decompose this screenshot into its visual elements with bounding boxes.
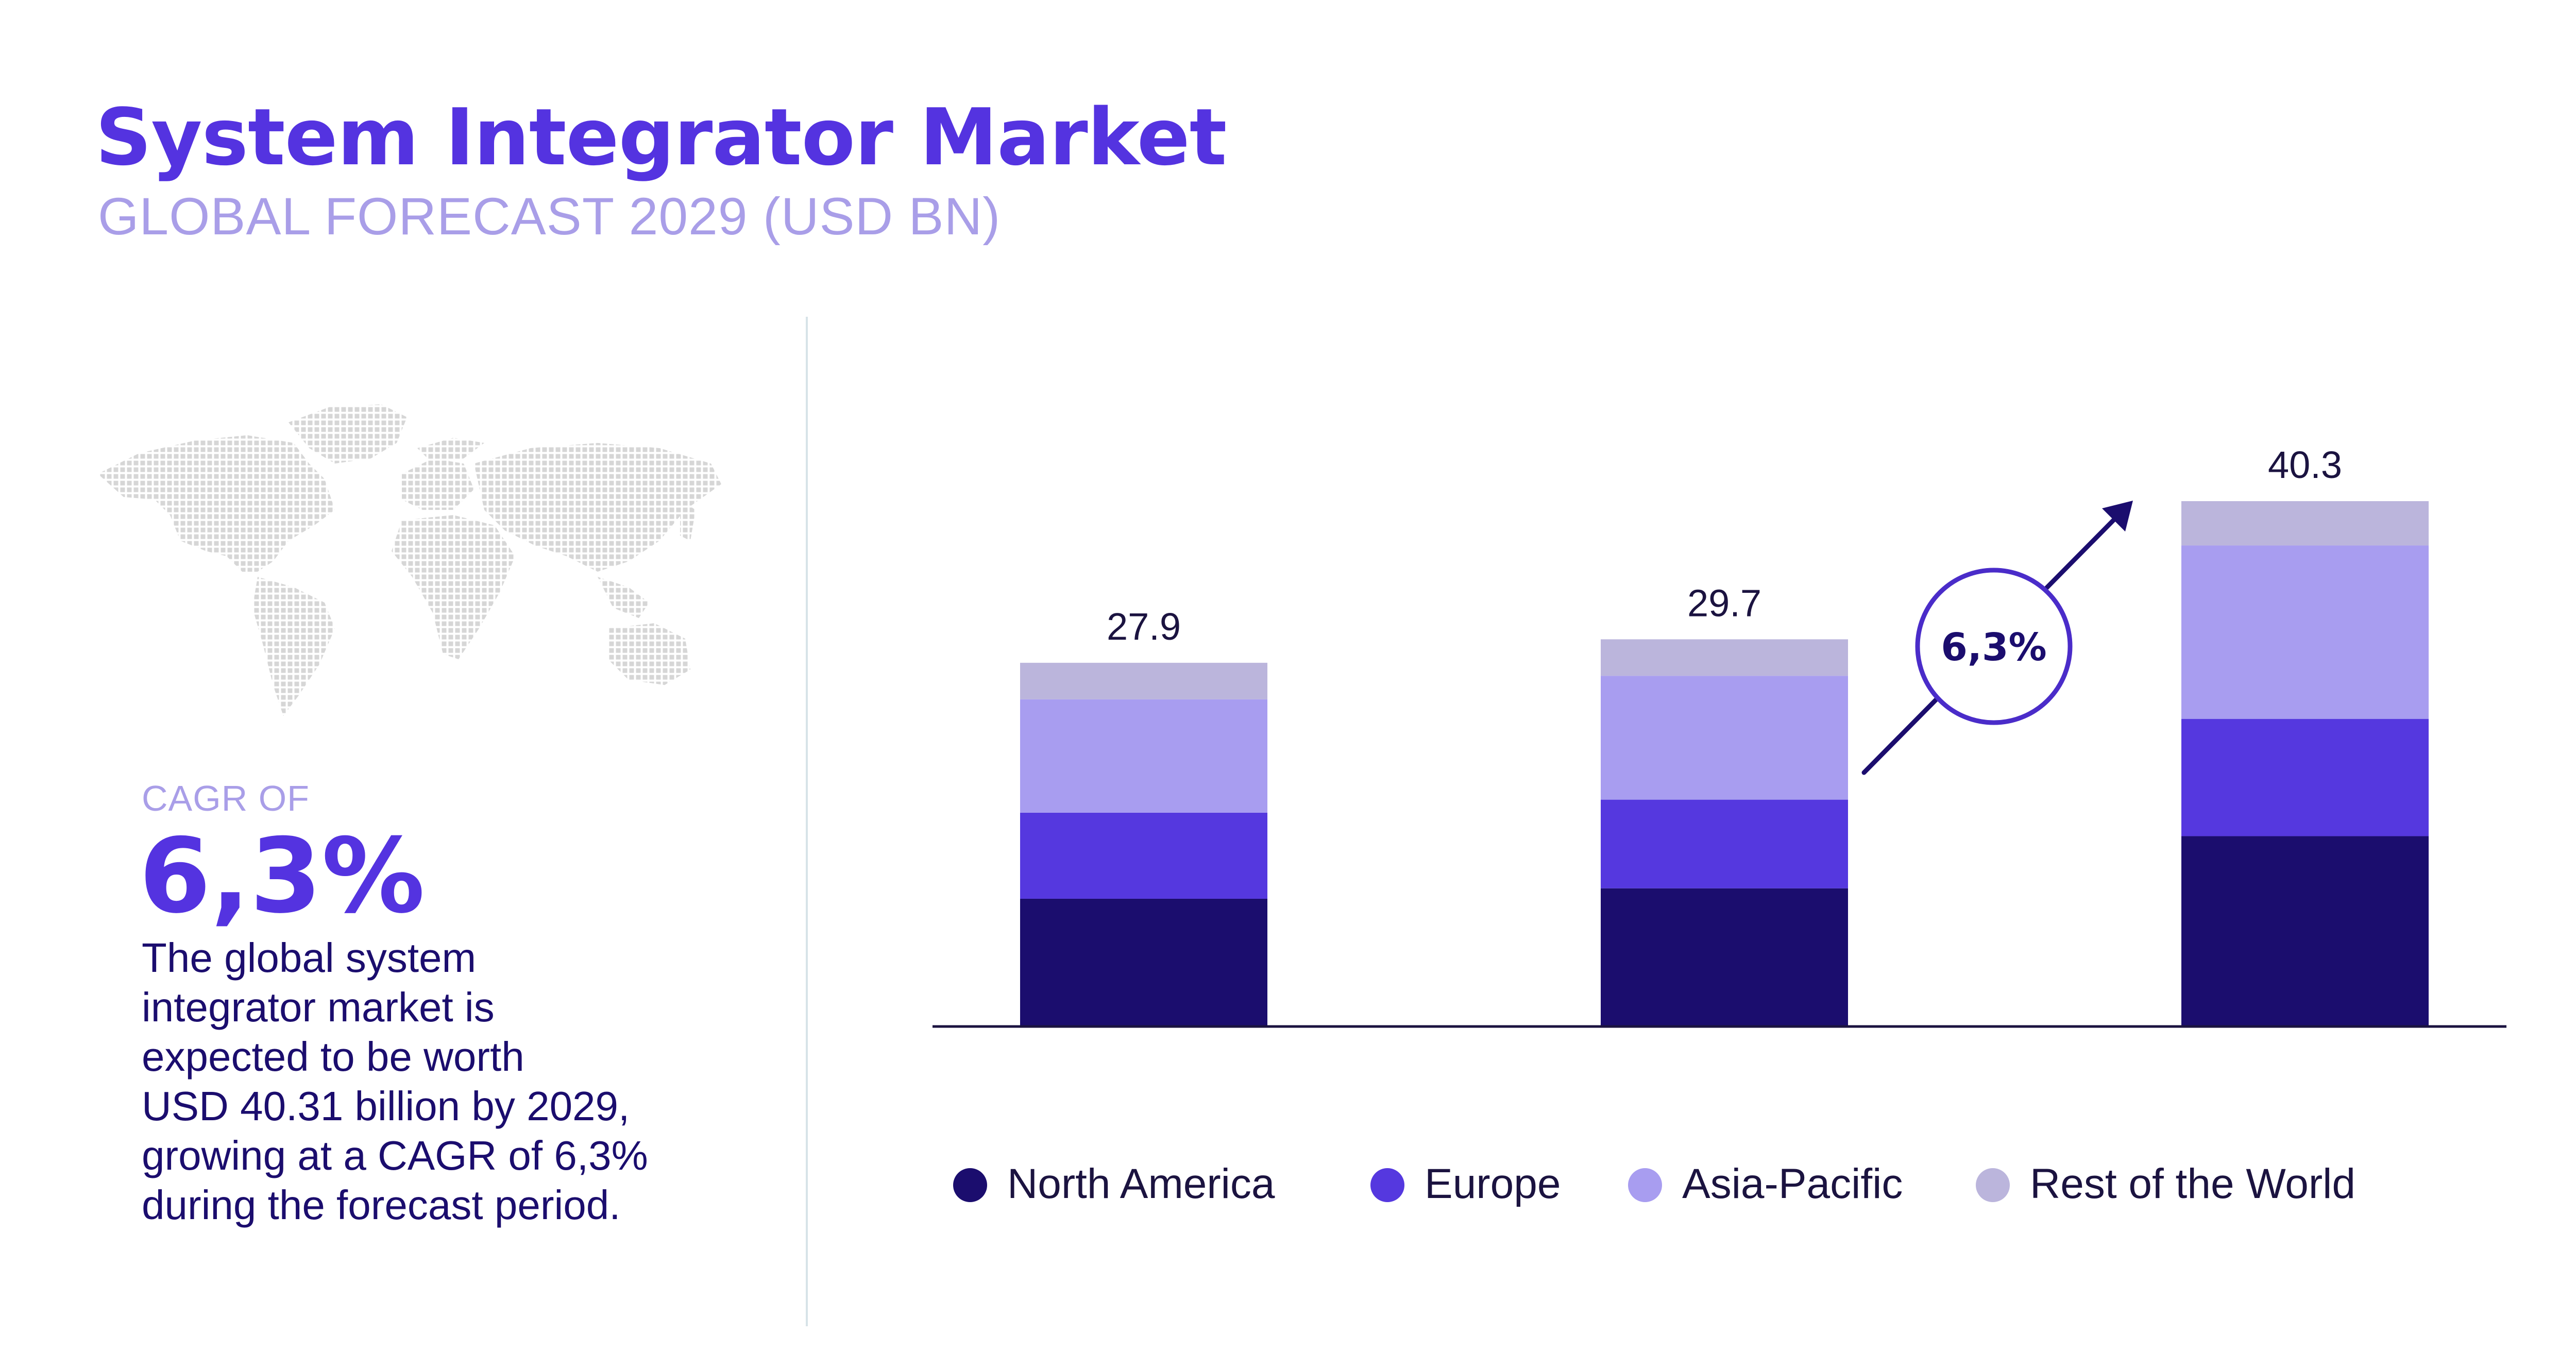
description-line: during the forecast period. [142, 1182, 621, 1228]
legend-label: Europe [1425, 1160, 1561, 1207]
legend-swatch [953, 1168, 987, 1202]
chart-legend: North America Europe Asia-Pacific Rest of t… [953, 1154, 2499, 1216]
growth-circle [1915, 568, 2073, 725]
bar-segment-asia-pacific [2181, 545, 2429, 719]
description-line: The global system [142, 935, 477, 981]
market-description: The global system integrator market is e… [142, 933, 791, 1230]
world-map-icon [98, 404, 721, 716]
growth-rate-label: 6,3% [1941, 625, 2046, 670]
bar-total-label: 29.7 [1687, 581, 1761, 624]
stacked-bar-chart: 27.9 29.7 40.3 6,3% [933, 443, 2506, 1028]
legend-swatch [1976, 1168, 2010, 1202]
legend-swatch [1628, 1168, 1662, 1202]
legend-label: Rest of the World [2030, 1160, 2355, 1207]
cagr-value: 6,3% [139, 816, 425, 936]
panel-divider [806, 317, 808, 1326]
bar-segment-rest-of-the-world [2181, 501, 2429, 546]
legend-label: Asia-Pacific [1682, 1160, 1903, 1207]
bar-segment-asia-pacific [1601, 676, 1848, 800]
bar-segment-north-america [1020, 898, 1267, 1026]
chart-title: System Integrator Market [95, 92, 1227, 183]
legend-swatch [1370, 1168, 1404, 1202]
description-line: growing at a CAGR of 6,3% [142, 1133, 648, 1178]
description-line: expected to be worth [142, 1034, 524, 1080]
description-line: USD 40.31 billion by 2029, [142, 1083, 630, 1129]
bar-segment-rest-of-the-world [1020, 662, 1267, 699]
bar-segment-rest-of-the-world [1601, 639, 1848, 676]
bar-segment-europe [1601, 799, 1848, 888]
growth-arrow-head [2102, 501, 2133, 532]
bar-total-label: 27.9 [1107, 605, 1181, 648]
bar-total-label: 40.3 [2268, 443, 2342, 486]
description-line: integrator market is [142, 984, 495, 1030]
bar-segment-asia-pacific [1020, 699, 1267, 813]
bar-segment-europe [1020, 812, 1267, 899]
cagr-label: CAGR OF [142, 778, 310, 818]
chart-subtitle: GLOBAL FORECAST 2029 (USD BN) [98, 187, 1001, 246]
bar-segment-north-america [1601, 888, 1848, 1026]
legend-label: North America [1007, 1160, 1275, 1207]
bar-segment-north-america [2181, 836, 2429, 1026]
bar-segment-europe [2181, 718, 2429, 836]
